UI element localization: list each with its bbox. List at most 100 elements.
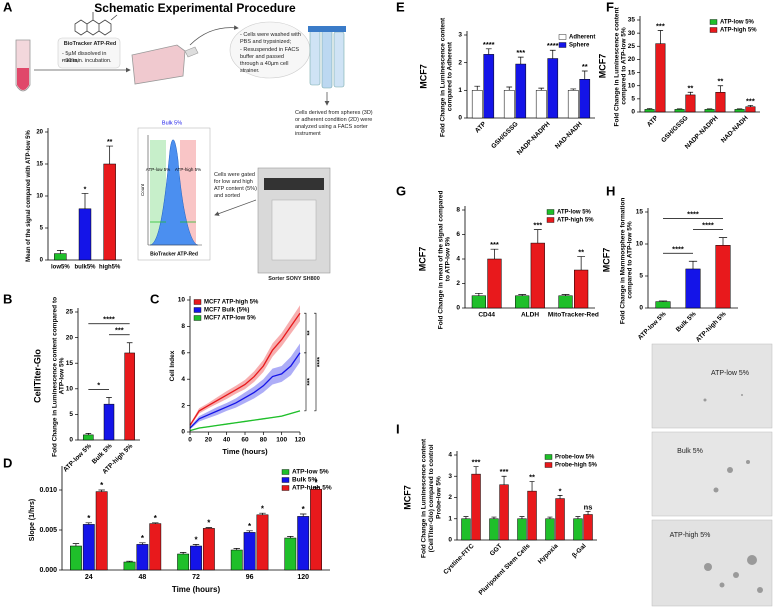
y-tick-label: 0 bbox=[181, 429, 185, 436]
x-tick-label: 0 bbox=[188, 437, 192, 444]
y-tick-label: 6 bbox=[456, 231, 460, 238]
legend-swatch bbox=[193, 307, 202, 313]
error-bar bbox=[529, 481, 535, 492]
error-bar bbox=[205, 527, 213, 529]
side-label: MCF7 bbox=[402, 485, 412, 510]
side-label: MCF7 bbox=[597, 54, 607, 79]
side-label: CellTiter-Glo bbox=[32, 349, 42, 403]
bar bbox=[103, 403, 115, 441]
error-bar bbox=[85, 522, 93, 525]
bar bbox=[489, 518, 499, 541]
tubes-icon bbox=[308, 26, 346, 89]
y-tick-label: 0 bbox=[40, 258, 44, 264]
error-bar bbox=[717, 85, 724, 93]
tube-liquid bbox=[17, 68, 29, 90]
flask-cap bbox=[184, 46, 199, 58]
panel-letter: D bbox=[3, 455, 12, 470]
bar bbox=[230, 549, 243, 571]
bar bbox=[297, 516, 310, 571]
significance: * bbox=[261, 504, 265, 513]
error-bar bbox=[72, 543, 80, 546]
bar bbox=[82, 524, 95, 571]
mammosphere-images bbox=[651, 343, 773, 607]
legend-swatch bbox=[281, 469, 290, 475]
legend-label: MCF7 ATP-low 5% bbox=[204, 316, 256, 322]
y-tick-label: 35 bbox=[628, 17, 636, 24]
error-bar bbox=[501, 475, 507, 485]
bar bbox=[574, 269, 589, 309]
error-band bbox=[190, 410, 300, 432]
y-tick-label: 15 bbox=[628, 69, 636, 76]
error-bar bbox=[287, 536, 294, 538]
x-axis-label: Time (hours) bbox=[172, 585, 221, 594]
x-tick-label: β-Gal bbox=[571, 543, 588, 560]
error-bar bbox=[519, 516, 525, 519]
bar bbox=[547, 58, 559, 119]
y-tick-label: 2 bbox=[448, 494, 452, 501]
significance-bracket bbox=[304, 312, 307, 354]
bar bbox=[124, 352, 135, 441]
bar bbox=[54, 253, 67, 261]
significance: * bbox=[100, 481, 104, 490]
y-axis-label: Mean of the signal compared with ATP-low… bbox=[26, 129, 32, 261]
panel-letter: B bbox=[3, 291, 12, 306]
legend-label: Bulk 5% bbox=[292, 477, 318, 484]
legend-label: ATP-high 5% bbox=[292, 485, 332, 492]
x-tick-label: 120 bbox=[297, 574, 309, 581]
error-bar bbox=[233, 548, 240, 550]
error-bar bbox=[126, 342, 133, 353]
bar bbox=[555, 498, 565, 541]
bar bbox=[487, 258, 502, 309]
legend-swatch bbox=[558, 42, 567, 48]
error-bar bbox=[747, 105, 754, 107]
y-tick-label: 5 bbox=[639, 273, 643, 280]
reagent-step: - 30 min. incubation. bbox=[62, 58, 112, 64]
error-bar bbox=[585, 510, 591, 515]
bar bbox=[103, 163, 116, 261]
x-tick-label: NADP-NADPH bbox=[516, 120, 552, 156]
error-bar bbox=[473, 466, 479, 475]
x-tick-label: 60 bbox=[241, 437, 249, 444]
arrow bbox=[189, 25, 239, 46]
bar bbox=[715, 245, 731, 309]
sorter-panel bbox=[264, 178, 324, 190]
y-axis-label: Fold Change in Luminescence content (Cel… bbox=[420, 437, 442, 558]
bar bbox=[256, 514, 269, 571]
error-bar bbox=[658, 300, 668, 302]
error-bar bbox=[575, 516, 581, 519]
bar bbox=[527, 490, 537, 541]
error-bar bbox=[126, 560, 133, 562]
wash-step: - Cells were washed with PBS and trypsin… bbox=[240, 32, 301, 45]
y-tick-label: 15 bbox=[636, 209, 644, 216]
image-label: Bulk 5% bbox=[677, 448, 703, 455]
bar bbox=[78, 208, 92, 261]
significance: **** bbox=[483, 40, 495, 49]
error-bar bbox=[657, 30, 664, 44]
x-tick-label: GSH/GSSG bbox=[660, 115, 689, 144]
y-tick-label: 30 bbox=[628, 30, 636, 37]
x-tick-label: 80 bbox=[260, 437, 268, 444]
x-tick-label: Cystine-FITC bbox=[442, 542, 476, 576]
x-axis-label: Time (hours) bbox=[222, 447, 268, 456]
legend-label: ATP-high 5% bbox=[557, 218, 594, 224]
bar bbox=[503, 90, 515, 119]
significance: ** bbox=[687, 83, 693, 92]
error-bar bbox=[538, 87, 545, 91]
panel-letter: F bbox=[606, 0, 614, 14]
side-label: MCF7 bbox=[417, 247, 427, 272]
error-bar bbox=[646, 108, 653, 110]
significance: ** bbox=[529, 473, 535, 482]
x-tick-label: ATP-low 5% bbox=[637, 311, 668, 342]
diagram-title: Schematic Experimental Procedure bbox=[94, 1, 296, 15]
flow-xlabel: BioTracker ATP-Red bbox=[150, 251, 198, 257]
error-band bbox=[190, 343, 300, 430]
panel-letter: C bbox=[150, 291, 160, 306]
gate-label: ATP-high 5% bbox=[175, 167, 201, 172]
bar bbox=[579, 79, 591, 119]
arrow bbox=[214, 199, 257, 216]
y-tick-label: 8 bbox=[181, 323, 185, 330]
y-axis-label: Slope (1/hrs) bbox=[29, 499, 36, 541]
significance: **** bbox=[103, 315, 115, 324]
significance: ** bbox=[578, 248, 584, 257]
